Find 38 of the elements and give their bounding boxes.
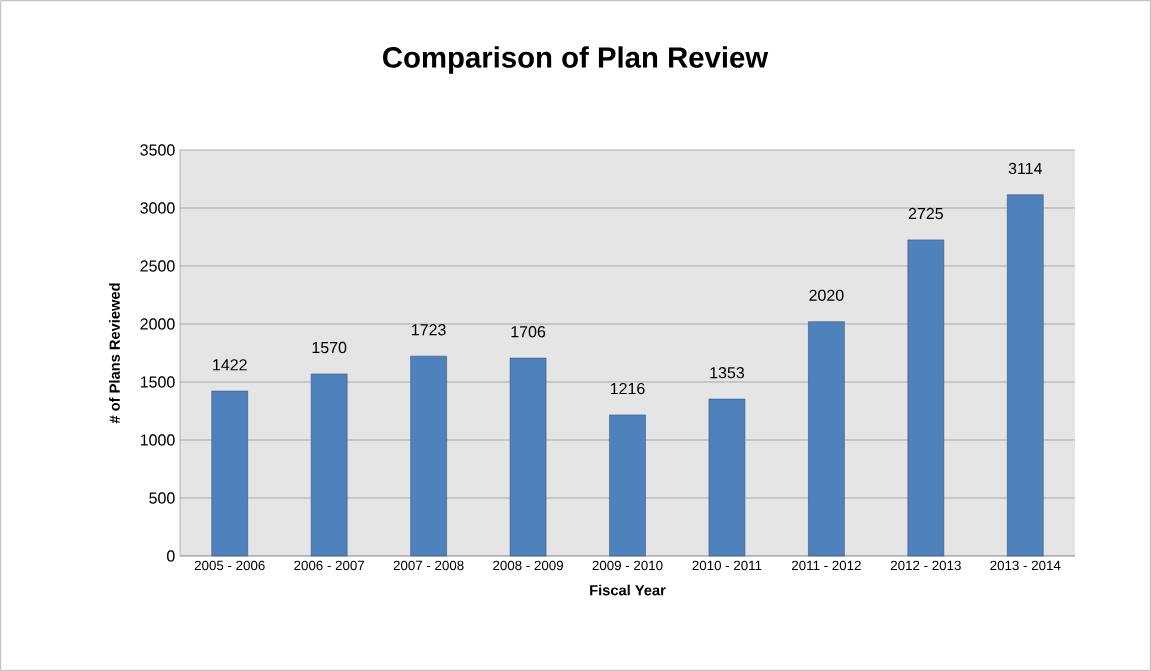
data-label: 1723 — [412, 324, 446, 336]
data-label: 1570 — [312, 341, 347, 354]
bar — [410, 355, 447, 557]
y-tick-label: 2000 — [140, 318, 175, 330]
x-tick-label: 2005 - 2006 — [194, 560, 265, 571]
data-label: 3114 — [1008, 162, 1042, 175]
bar — [1007, 194, 1044, 557]
bar — [310, 373, 348, 557]
x-tick-label: 2009 - 2010 — [592, 560, 663, 571]
x-tick-label: 2011 - 2012 — [791, 560, 861, 571]
data-label: 1353 — [710, 367, 745, 379]
y-axis-title: # of Plans Reviewed — [109, 283, 120, 424]
x-tick-label: 2007 - 2008 — [393, 560, 464, 571]
bar — [808, 321, 845, 557]
x-tick-label: 2006 - 2007 — [294, 560, 365, 571]
data-label: 1422 — [213, 359, 247, 371]
y-tick-label: 500 — [149, 492, 175, 504]
bar — [708, 398, 746, 557]
x-tick-label: 2013 - 2014 — [990, 560, 1061, 571]
bar — [509, 357, 547, 557]
data-label: 1216 — [610, 382, 645, 395]
y-tick-label: 1500 — [140, 376, 175, 388]
x-tick-label: 2008 - 2009 — [493, 560, 563, 571]
y-tick-label: 1000 — [140, 434, 175, 446]
bar — [609, 414, 646, 557]
y-tick-label: 0 — [167, 550, 175, 562]
y-tick-label: 3500 — [140, 144, 175, 156]
x-axis-title: Fiscal Year — [590, 584, 666, 596]
bar — [211, 390, 248, 557]
bar — [907, 239, 945, 557]
y-tick-label: 2500 — [140, 260, 175, 272]
chart-title: Comparison of Plan Review — [383, 46, 769, 74]
x-tick-label: 2012 - 2013 — [890, 560, 961, 571]
data-label: 2725 — [908, 207, 943, 220]
x-tick-label: 2010 - 2011 — [692, 560, 762, 571]
y-tick-label: 3000 — [140, 202, 175, 214]
data-label: 1706 — [511, 326, 546, 338]
data-label: 2020 — [809, 289, 844, 301]
